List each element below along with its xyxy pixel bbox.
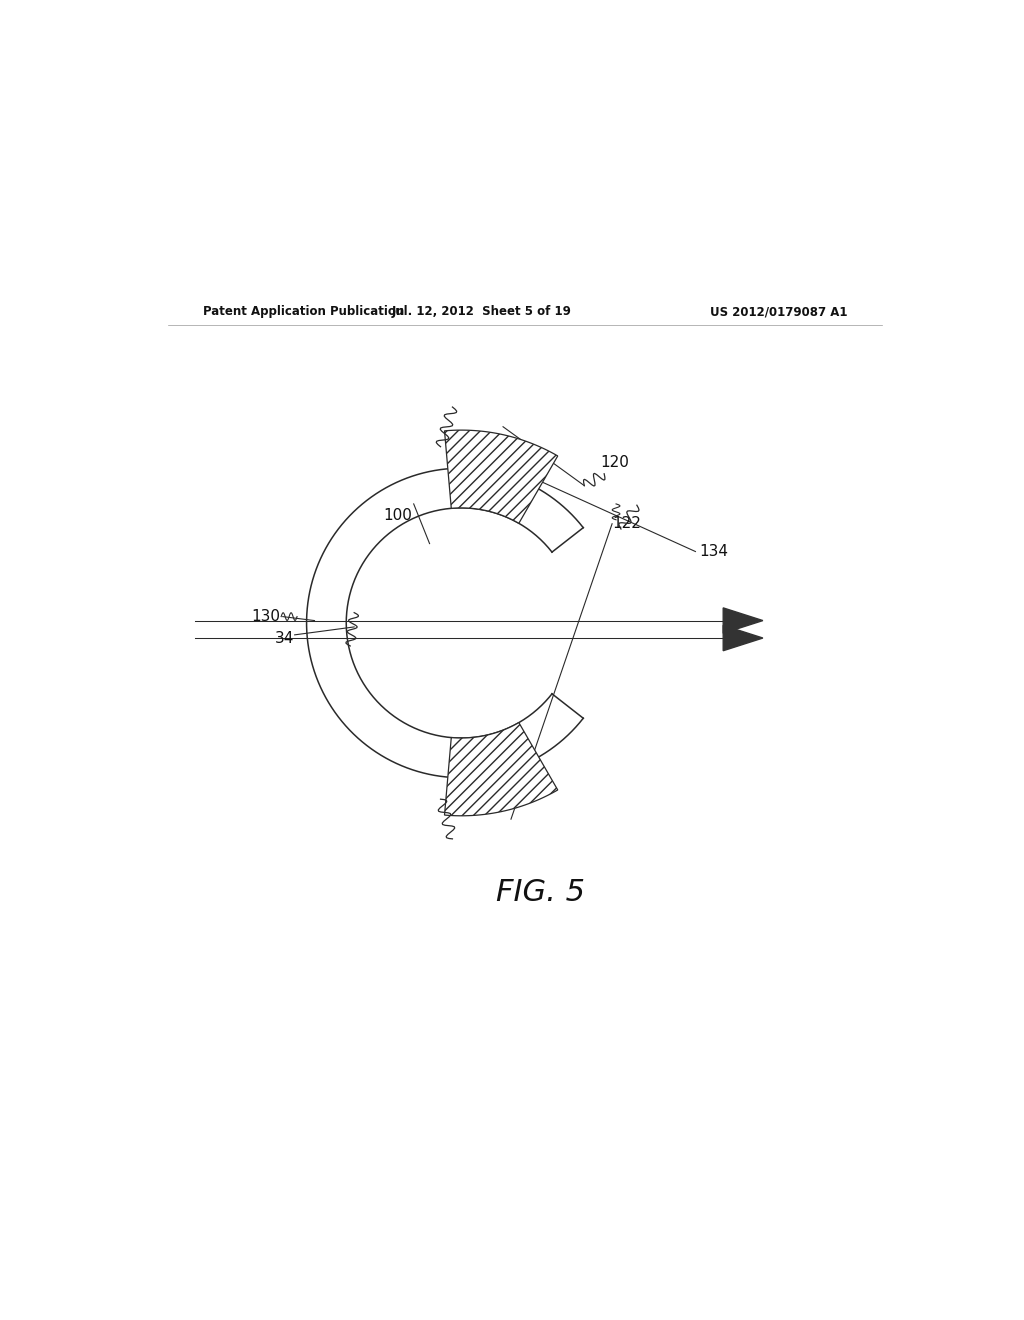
Polygon shape — [723, 626, 763, 651]
Text: 122: 122 — [612, 516, 641, 531]
Polygon shape — [723, 609, 763, 634]
Polygon shape — [444, 722, 558, 816]
Text: 120: 120 — [600, 455, 629, 470]
Text: US 2012/0179087 A1: US 2012/0179087 A1 — [710, 305, 848, 318]
Text: Jul. 12, 2012  Sheet 5 of 19: Jul. 12, 2012 Sheet 5 of 19 — [391, 305, 571, 318]
Text: Patent Application Publication: Patent Application Publication — [204, 305, 404, 318]
Text: FIG. 5: FIG. 5 — [497, 878, 585, 907]
Text: 34: 34 — [274, 631, 294, 647]
Text: 130: 130 — [251, 609, 280, 624]
Text: 100: 100 — [383, 508, 413, 523]
Polygon shape — [444, 430, 558, 523]
Text: 134: 134 — [699, 544, 728, 560]
